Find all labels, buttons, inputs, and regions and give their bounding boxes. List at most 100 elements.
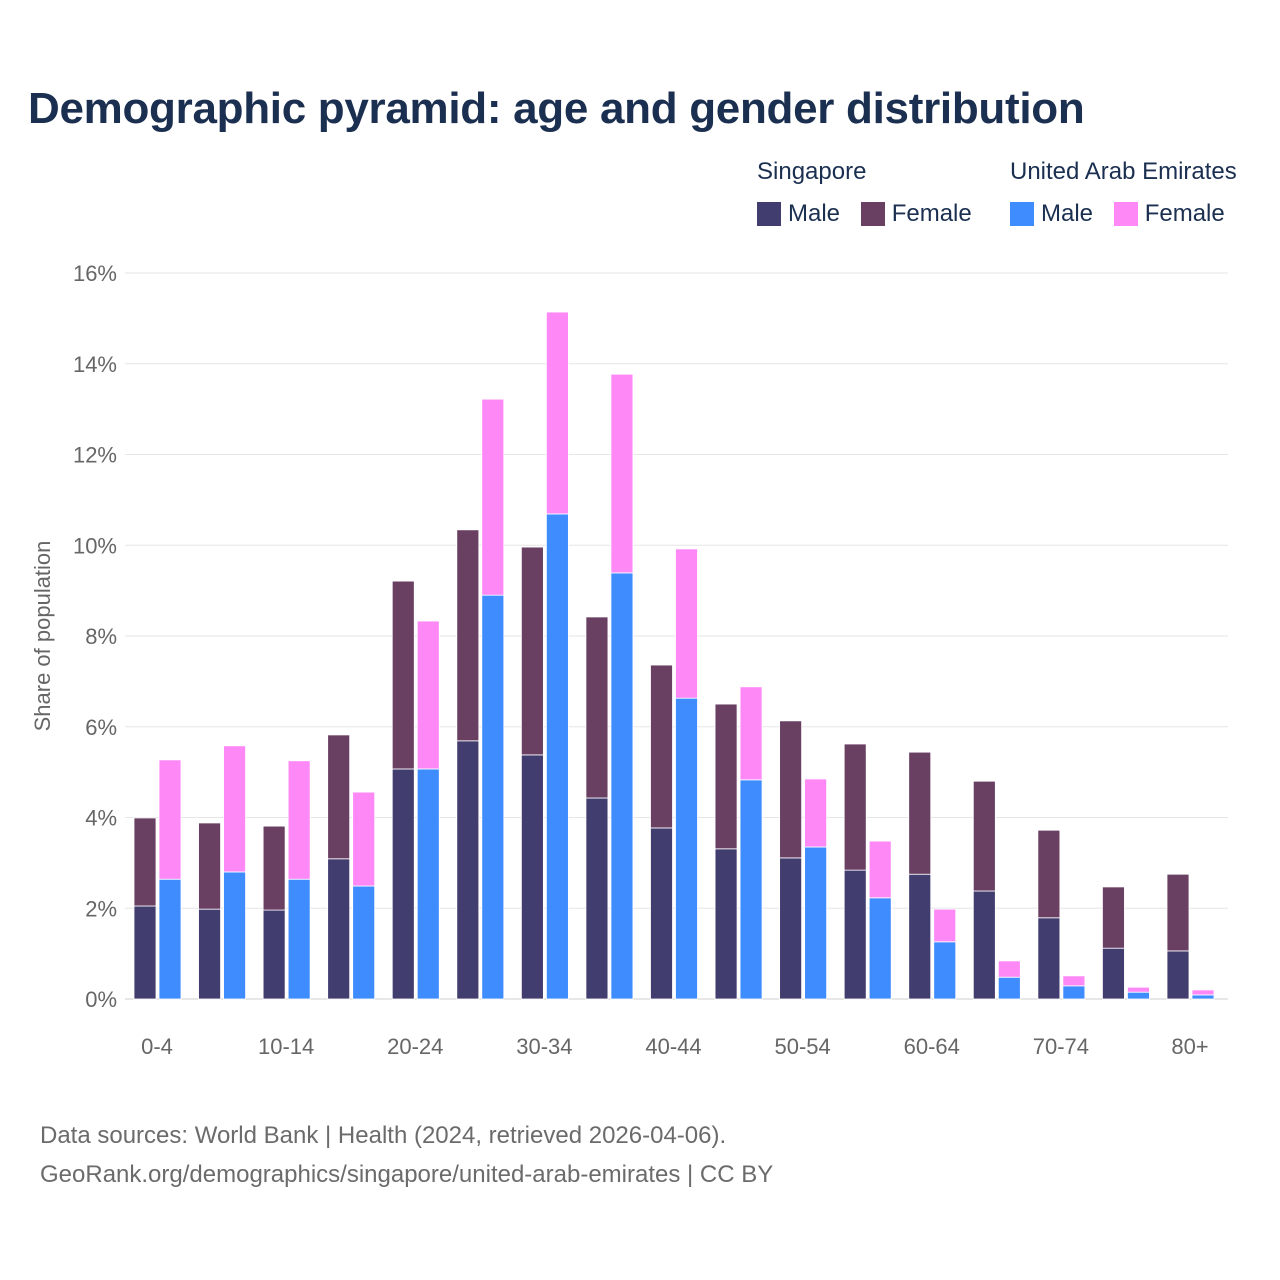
bar-singapore-female-45-49: [714, 703, 738, 850]
bar-singapore-male-5-9: [198, 908, 221, 1000]
bar-united-arab-emirates-female-25-29: [481, 398, 505, 596]
x-tick-label: 40-44: [645, 1034, 701, 1059]
bar-united-arab-emirates-male-15-19: [352, 885, 376, 1000]
bar-singapore-female-25-29: [456, 529, 480, 742]
bar-united-arab-emirates-female-80+: [1191, 989, 1215, 996]
x-tick-label: 0-4: [141, 1034, 173, 1059]
bar-united-arab-emirates-female-10-14: [287, 760, 311, 880]
x-tick-label: 50-54: [774, 1034, 830, 1059]
bar-united-arab-emirates-male-75-79: [1127, 991, 1150, 1000]
y-tick-label: 4%: [85, 806, 117, 831]
bar-united-arab-emirates-female-40-44: [675, 548, 698, 699]
bar-united-arab-emirates-female-0-4: [158, 759, 182, 880]
bar-united-arab-emirates-female-5-9: [223, 745, 246, 873]
legend-item-uae-male: Male: [1010, 200, 1093, 228]
y-tick-label: 6%: [85, 715, 117, 740]
bar-singapore-female-30-34: [520, 546, 544, 756]
footer-link[interactable]: GeoRank.org/demographics/singapore/unite…: [40, 1161, 774, 1188]
y-tick-label: 2%: [85, 896, 117, 921]
bar-united-arab-emirates-female-60-64: [933, 908, 957, 943]
bar-singapore-male-30-34: [520, 754, 544, 1000]
bar-singapore-female-10-14: [262, 825, 286, 911]
bar-singapore-female-55-59: [843, 743, 867, 871]
y-tick-label: 10%: [73, 533, 117, 558]
bar-singapore-male-25-29: [456, 740, 480, 1000]
bar-united-arab-emirates-male-0-4: [158, 878, 182, 1000]
legend-item-singapore-female: Female: [860, 200, 972, 228]
bar-united-arab-emirates-male-50-54: [804, 846, 828, 1000]
y-tick-label: 14%: [73, 352, 117, 377]
bar-singapore-male-55-59: [843, 869, 867, 1000]
footer-source: Data sources: World Bank | Health (2024,…: [40, 1122, 727, 1149]
y-tick-label: 12%: [73, 443, 117, 468]
bar-singapore-female-50-54: [779, 720, 803, 859]
bar-united-arab-emirates-female-75-79: [1127, 986, 1150, 993]
y-axis-label: Share of population: [30, 541, 55, 732]
bar-united-arab-emirates-male-65-69: [997, 976, 1021, 1000]
legend-group-uae: United Arab Emirates Male Female: [1010, 158, 1239, 233]
bar-singapore-male-15-19: [327, 858, 351, 1000]
x-tick-label: 70-74: [1033, 1034, 1089, 1059]
legend-item-uae-female: Female: [1113, 200, 1225, 228]
bar-singapore-male-45-49: [714, 848, 738, 1000]
legend-label: Male: [1041, 200, 1094, 227]
bar-singapore-male-75-79: [1102, 947, 1125, 1000]
legend-swatch: [860, 202, 885, 226]
bar-united-arab-emirates-male-35-39: [610, 572, 634, 1000]
bar-singapore-male-60-64: [908, 873, 932, 1000]
bar-singapore-male-20-24: [391, 768, 415, 1000]
bar-united-arab-emirates-male-5-9: [223, 871, 246, 1000]
legend-swatch: [757, 202, 781, 226]
bar-singapore-female-15-19: [327, 734, 351, 860]
bar-united-arab-emirates-female-20-24: [416, 620, 440, 770]
footer: Data sources: World Bank | Health (2024,…: [40, 1116, 773, 1194]
x-tick-label: 80+: [1171, 1034, 1208, 1059]
bar-singapore-female-65-69: [972, 780, 996, 892]
bar-united-arab-emirates-male-30-34: [545, 513, 569, 1000]
bar-united-arab-emirates-male-60-64: [933, 941, 957, 1000]
x-tick-label: 20-24: [387, 1034, 443, 1059]
x-tick-label: 30-34: [516, 1034, 572, 1059]
bar-singapore-male-0-4: [133, 905, 157, 1000]
bar-united-arab-emirates-male-25-29: [481, 594, 505, 1000]
bar-united-arab-emirates-male-10-14: [287, 878, 311, 1000]
legend-swatch: [1113, 202, 1138, 226]
legend-label: Female: [891, 200, 972, 227]
legend-label: Female: [1144, 200, 1225, 227]
bar-singapore-male-35-39: [585, 797, 609, 1000]
bar-singapore-male-80+: [1166, 950, 1190, 1000]
legend-group-title: Singapore: [757, 158, 867, 185]
bar-singapore-female-20-24: [391, 580, 415, 770]
bar-singapore-female-70-74: [1037, 829, 1061, 919]
legend-group-singapore: Singapore Male Female: [757, 158, 986, 233]
bar-united-arab-emirates-female-35-39: [610, 373, 634, 574]
bar-united-arab-emirates-male-40-44: [675, 697, 698, 1000]
bar-united-arab-emirates-female-70-74: [1062, 975, 1086, 987]
bar-united-arab-emirates-male-70-74: [1062, 985, 1086, 1000]
bar-singapore-female-75-79: [1102, 886, 1125, 949]
bar-singapore-male-40-44: [650, 827, 673, 1000]
bar-singapore-female-40-44: [650, 664, 673, 829]
legend-label: Male: [788, 200, 841, 227]
y-tick-label: 8%: [85, 624, 117, 649]
bar-singapore-male-70-74: [1037, 917, 1061, 1000]
bar-united-arab-emirates-female-55-59: [868, 840, 892, 899]
y-tick-label: 16%: [73, 261, 117, 286]
y-tick-label: 0%: [85, 987, 117, 1012]
legend-item-singapore-male: Male: [757, 200, 840, 228]
bar-united-arab-emirates-female-50-54: [804, 778, 828, 848]
bar-singapore-female-80+: [1166, 873, 1190, 952]
chart-title: Demographic pyramid: age and gender dist…: [28, 84, 1085, 133]
legend-group-title: United Arab Emirates: [1010, 158, 1237, 185]
bar-united-arab-emirates-male-45-49: [739, 779, 763, 1000]
x-tick-label: 60-64: [904, 1034, 960, 1059]
legend-swatch: [1010, 202, 1034, 226]
bar-united-arab-emirates-male-80+: [1191, 994, 1215, 1000]
x-tick-label: 10-14: [258, 1034, 314, 1059]
bar-singapore-female-0-4: [133, 817, 157, 907]
bar-united-arab-emirates-male-20-24: [416, 768, 440, 1000]
bar-united-arab-emirates-female-65-69: [997, 960, 1021, 978]
bar-singapore-female-5-9: [198, 822, 221, 910]
bar-singapore-female-60-64: [908, 751, 932, 875]
